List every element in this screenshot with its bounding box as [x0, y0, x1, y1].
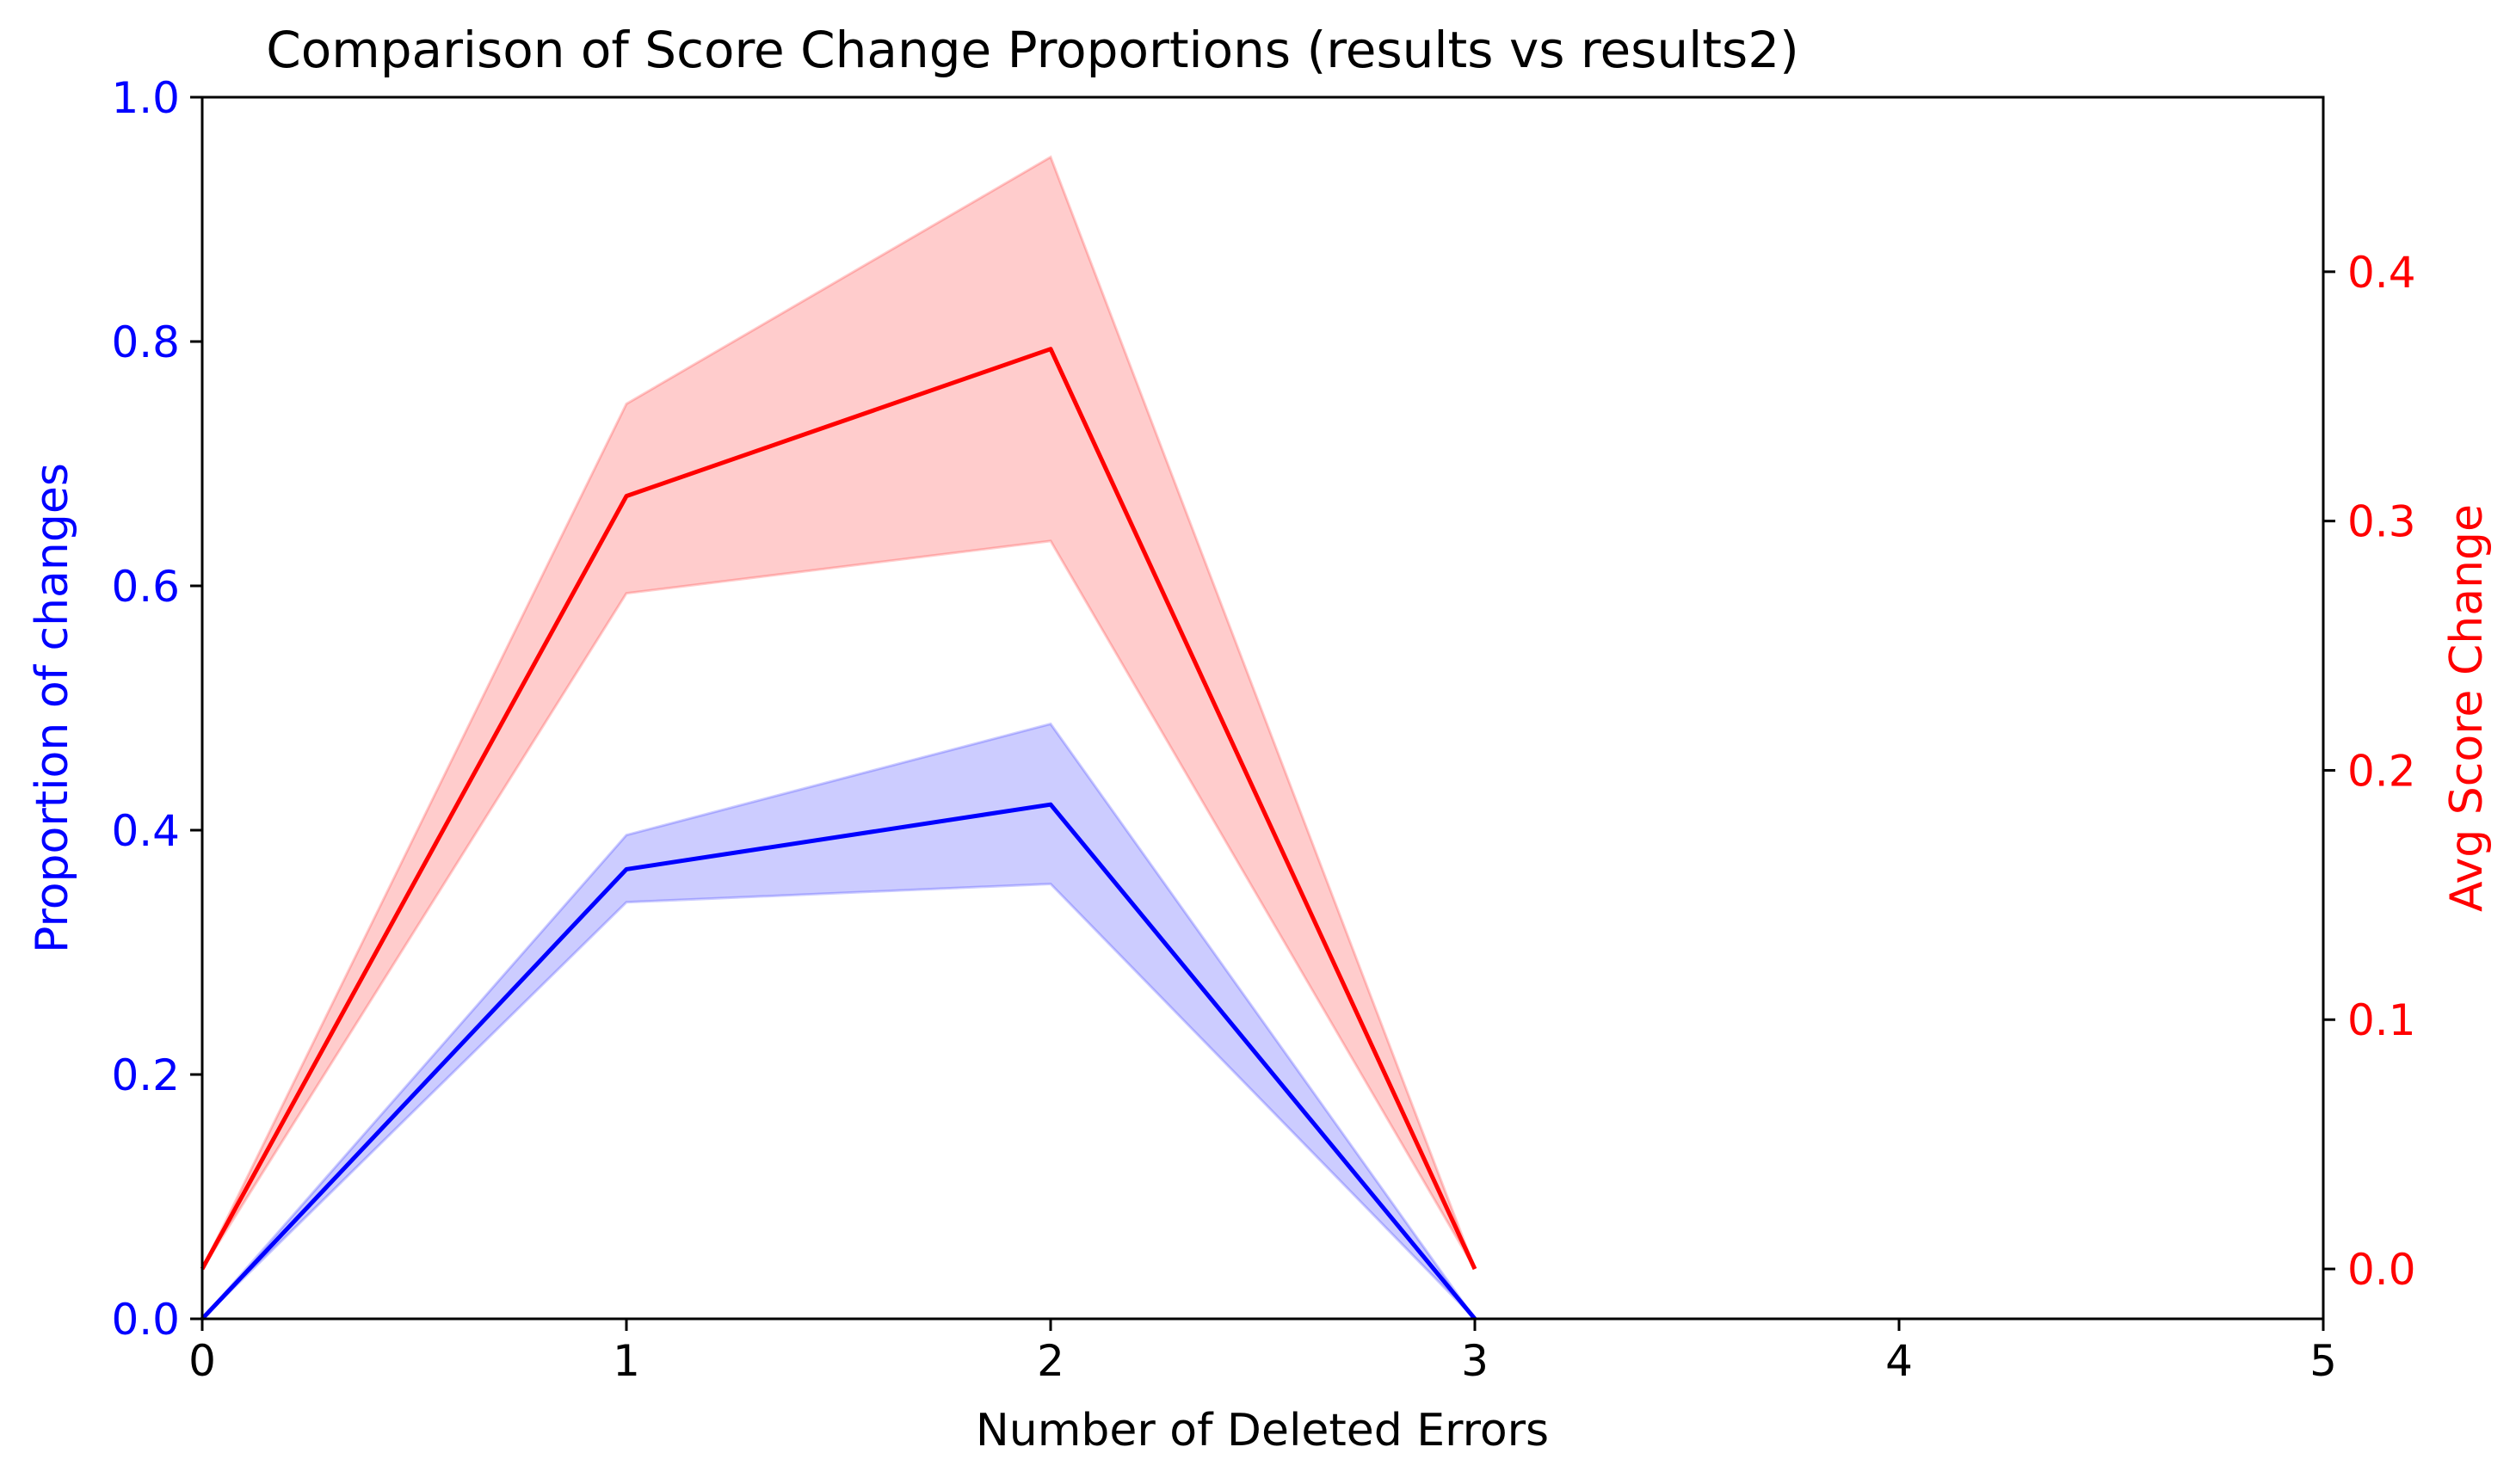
series-line-left: [200, 802, 1477, 1321]
right-y-tick-label: 0.1: [2347, 995, 2416, 1045]
left-y-tick-label: 0.8: [111, 317, 180, 367]
x-tick-label: 2: [1037, 1336, 1064, 1386]
chart-title: Comparison of Score Change Proportions (…: [266, 21, 1799, 79]
left-y-tick-label: 0.4: [111, 806, 180, 856]
series-line-right: [200, 347, 1477, 1271]
x-tick-label: 1: [613, 1336, 640, 1386]
left-y-axis-label: Proportion of changes: [27, 463, 78, 953]
right-y-tick-label: 0.3: [2347, 497, 2416, 547]
left-y-tick-label: 0.0: [111, 1295, 180, 1345]
right-y-tick-label: 0.0: [2347, 1245, 2416, 1295]
x-tick-label: 5: [2309, 1336, 2337, 1386]
left-y-tick-label: 0.2: [111, 1050, 180, 1100]
right-y-tick-label: 0.2: [2347, 746, 2416, 796]
x-axis-label: Number of Deleted Errors: [976, 1405, 1549, 1456]
right-y-axis-label: Avg Score Change: [2441, 504, 2493, 912]
plot-frame: [200, 95, 2325, 1321]
x-tick-label: 4: [1885, 1336, 1913, 1386]
left-y-tick-label: 1.0: [111, 73, 180, 123]
x-tick-label: 0: [188, 1336, 216, 1386]
right-y-tick-label: 0.4: [2347, 248, 2416, 298]
left-y-tick-label: 0.6: [111, 562, 180, 612]
x-tick-label: 3: [1461, 1336, 1489, 1386]
